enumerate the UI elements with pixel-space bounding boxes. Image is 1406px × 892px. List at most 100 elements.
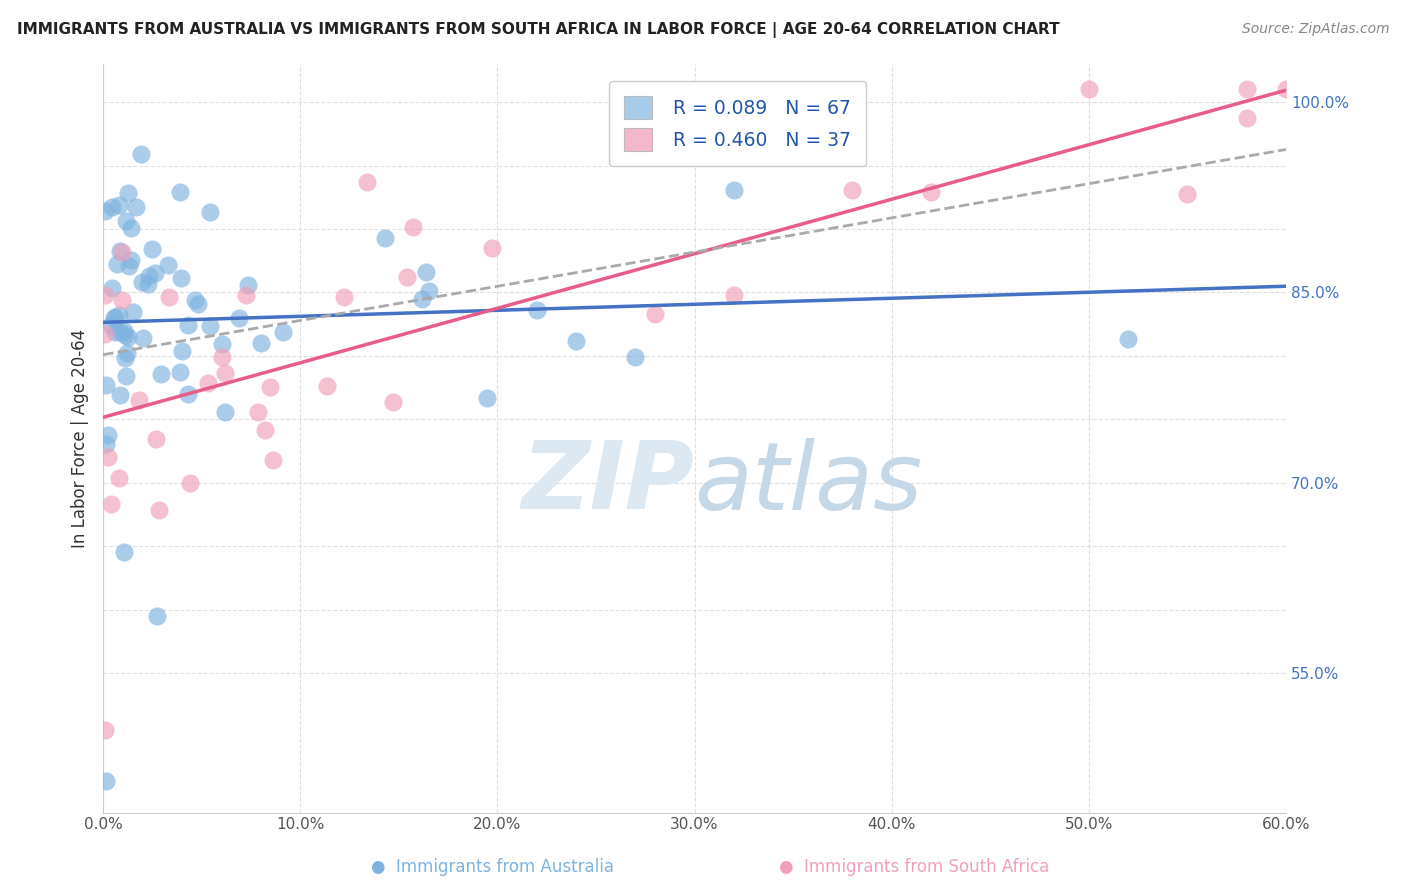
Text: ZIP: ZIP: [522, 437, 695, 529]
Point: [94, 773, 117, 788]
Point: [1275, 82, 1298, 96]
Point: [128, 393, 150, 408]
Point: [138, 269, 160, 284]
Point: [374, 231, 396, 245]
Text: ●  Immigrants from Australia: ● Immigrants from Australia: [371, 858, 613, 876]
Point: [262, 453, 284, 467]
Point: [108, 471, 131, 485]
Point: [723, 182, 745, 196]
Point: [644, 307, 666, 321]
Point: [170, 270, 193, 285]
Point: [100, 200, 122, 214]
Text: IMMIGRANTS FROM AUSTRALIA VS IMMIGRANTS FROM SOUTH AFRICA IN LABOR FORCE | AGE 2: IMMIGRANTS FROM AUSTRALIA VS IMMIGRANTS …: [17, 22, 1060, 38]
Point: [100, 318, 122, 332]
Point: [197, 376, 219, 390]
Point: [104, 326, 127, 340]
Point: [1177, 186, 1199, 201]
Text: ●  Immigrants from South Africa: ● Immigrants from South Africa: [779, 858, 1049, 876]
Point: [271, 325, 294, 339]
Point: [228, 311, 250, 326]
Point: [184, 293, 207, 308]
Point: [117, 186, 139, 200]
Point: [108, 198, 131, 212]
Point: [105, 257, 128, 271]
Point: [169, 365, 191, 379]
Point: [253, 423, 276, 437]
Point: [120, 253, 142, 268]
Point: [148, 503, 170, 517]
Point: [103, 311, 125, 326]
Point: [108, 326, 131, 340]
Point: [115, 214, 138, 228]
Point: [157, 290, 180, 304]
Point: [120, 221, 142, 235]
Point: [1077, 82, 1099, 96]
Point: [143, 266, 166, 280]
Point: [94, 204, 117, 219]
Point: [411, 292, 433, 306]
Point: [146, 608, 169, 623]
Point: [94, 326, 117, 341]
Point: [111, 293, 134, 307]
Point: [115, 345, 138, 359]
Point: [170, 344, 193, 359]
Point: [149, 367, 172, 381]
Point: [117, 330, 139, 344]
Point: [145, 432, 167, 446]
Point: [100, 497, 122, 511]
Point: [198, 319, 221, 334]
Point: [723, 288, 745, 302]
Point: [129, 146, 152, 161]
Point: [131, 276, 153, 290]
Point: [94, 377, 117, 392]
Text: Source: ZipAtlas.com: Source: ZipAtlas.com: [1241, 22, 1389, 37]
Text: atlas: atlas: [695, 438, 922, 529]
Point: [177, 318, 200, 332]
Point: [112, 545, 135, 559]
Y-axis label: In Labor Force | Age 20-64: In Labor Force | Age 20-64: [72, 329, 89, 548]
Point: [396, 269, 419, 284]
Point: [236, 278, 259, 293]
Point: [481, 241, 503, 255]
Point: [94, 723, 117, 737]
Point: [169, 185, 191, 199]
Point: [356, 175, 378, 189]
Point: [141, 242, 163, 256]
Point: [565, 334, 588, 349]
Point: [179, 476, 201, 491]
Point: [211, 337, 233, 351]
Point: [107, 309, 129, 323]
Point: [94, 437, 117, 451]
Point: [108, 244, 131, 258]
Point: [96, 450, 118, 465]
Point: [246, 405, 269, 419]
Point: [132, 331, 155, 345]
Point: [235, 288, 257, 302]
Point: [187, 297, 209, 311]
Point: [418, 284, 440, 298]
Point: [125, 200, 148, 214]
Point: [104, 310, 127, 324]
Point: [156, 258, 179, 272]
Point: [114, 328, 136, 343]
Point: [122, 305, 145, 319]
Point: [1116, 332, 1139, 346]
Point: [315, 379, 337, 393]
Point: [118, 259, 141, 273]
Point: [250, 336, 273, 351]
Point: [920, 185, 942, 199]
Point: [415, 265, 437, 279]
Legend:  R = 0.089   N = 67,  R = 0.460   N = 37: R = 0.089 N = 67, R = 0.460 N = 37: [609, 81, 866, 166]
Point: [108, 388, 131, 402]
Point: [259, 380, 281, 394]
Point: [211, 351, 233, 365]
Point: [526, 302, 548, 317]
Point: [114, 368, 136, 383]
Point: [136, 277, 159, 292]
Point: [624, 350, 647, 364]
Point: [114, 351, 136, 366]
Point: [200, 205, 222, 219]
Point: [97, 428, 120, 442]
Point: [94, 288, 117, 302]
Point: [333, 290, 356, 304]
